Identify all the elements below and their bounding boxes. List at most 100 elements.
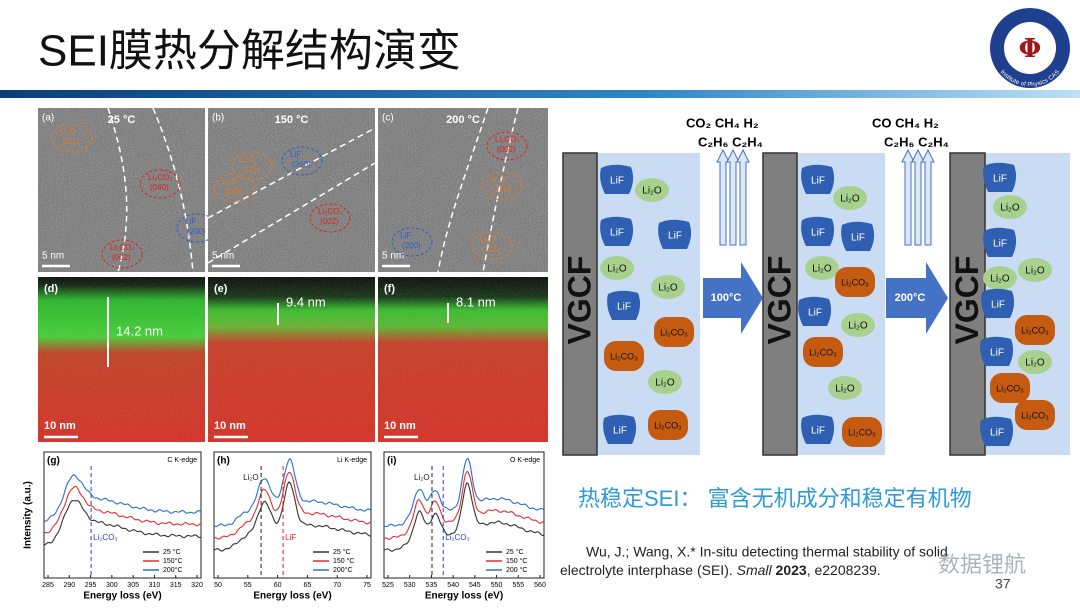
particle-label: Li₂CO₃	[654, 420, 682, 430]
legend-label: 200°C	[333, 566, 353, 574]
x-tick-label: 320	[191, 582, 203, 589]
lattice-plane: (200)	[402, 241, 421, 250]
reference-label: Li₂CO₃	[445, 533, 470, 542]
particle-label: Li₂CO₃	[610, 351, 638, 361]
particle	[803, 337, 843, 367]
particle	[1015, 400, 1055, 430]
particle	[600, 216, 634, 246]
lattice-phase: Li₂O	[222, 177, 238, 186]
lattice-region	[481, 171, 523, 201]
panel-label: (b)	[212, 113, 224, 124]
step-arrow	[703, 262, 763, 334]
panel-label: (i)	[387, 456, 396, 467]
particle	[983, 162, 1017, 192]
lattice-region	[309, 203, 351, 233]
particle-label: Li₂O	[1025, 266, 1045, 277]
particle	[801, 164, 835, 194]
lattice-phase: Li₂CO₃	[495, 135, 520, 144]
lattice-region	[101, 239, 143, 269]
eels-grain	[208, 277, 375, 442]
lattice-plane: (220)	[492, 185, 511, 194]
plot-frame	[43, 451, 202, 579]
scale-label: 10 nm	[384, 420, 416, 432]
x-axis-label: Energy loss (eV)	[253, 591, 331, 602]
reference-label: Li₂CO₃	[93, 533, 118, 542]
citation-line1: Wu, J.; Wang, X.* In-situ detecting ther…	[586, 544, 948, 560]
thickness-label: 9.4 nm	[286, 294, 326, 309]
legend-label: 150°C	[163, 557, 183, 565]
lattice-phase: Li₂CO₃	[110, 243, 135, 252]
particle-label: Li₂O	[1000, 203, 1020, 214]
particle-label: Li₂O	[655, 378, 675, 389]
x-tick-label: 300	[106, 582, 118, 589]
particle	[654, 317, 694, 347]
x-tick-label: 55	[244, 582, 252, 589]
x-tick-label: 295	[85, 582, 97, 589]
tem-panel: (a) 25 °C5 nmLi₂O(111)Li₂CO₃(040)LiF(200)…	[38, 107, 218, 273]
scale-label: 5 nm	[42, 251, 64, 262]
watermark: 数据锂航	[938, 552, 1026, 577]
particle-label: LiF	[990, 428, 1004, 439]
particle-label: LiF	[851, 233, 865, 244]
particle-label: Li₂O	[1025, 358, 1045, 369]
plot-frame	[213, 451, 372, 579]
x-tick-label: 50	[214, 582, 222, 589]
x-tick-label: 545	[469, 582, 481, 589]
scale-label: 10 nm	[214, 420, 246, 432]
scale-label: 5 nm	[382, 251, 404, 262]
lattice-region	[139, 169, 181, 199]
logo-mark: Φ	[1019, 34, 1042, 64]
particle-label: Li₂O	[990, 274, 1010, 285]
temperature-label: 25 °C	[108, 114, 136, 126]
spectrum-curve	[213, 457, 372, 528]
legend-label: 150 °C	[506, 557, 527, 565]
eels-map: (d) 14.2 nm 10 nm	[38, 277, 205, 442]
particle-label: LiF	[811, 176, 825, 187]
spectrum-curve	[43, 485, 202, 534]
gas-arrow	[736, 148, 750, 246]
x-tick-label: 540	[447, 582, 459, 589]
particle-label: LiF	[991, 300, 1005, 311]
particle	[607, 290, 641, 320]
panel-label: (d)	[44, 283, 58, 295]
particle-label: Li₂O	[607, 264, 627, 275]
lattice-phase: Li₂O	[480, 235, 496, 244]
particle	[983, 266, 1017, 290]
citation-year: 2023	[776, 562, 807, 578]
edge-label: C K-edge	[167, 457, 197, 464]
particle-label: LiF	[668, 231, 682, 242]
vgcf-substrate	[562, 152, 598, 456]
substrate-label: VGCF	[561, 256, 597, 345]
thickness-label: 14.2 nm	[116, 323, 163, 338]
particle-label: LiF	[610, 228, 624, 239]
particle-label: Li₂CO₃	[1021, 410, 1049, 420]
vgcf-substrate	[762, 152, 798, 456]
particle	[981, 288, 1015, 318]
particle-label: Li₂CO₃	[1021, 325, 1049, 335]
lattice-phase: Li₂CO₃	[318, 207, 343, 216]
particle	[1018, 258, 1052, 282]
citation-line2: electrolyte interphase (SEI). Small 2023…	[560, 562, 881, 578]
lattice-region	[471, 231, 513, 261]
particle-label: Li₂O	[840, 194, 860, 205]
particle-label: LiF	[993, 239, 1007, 250]
lattice-region	[486, 131, 528, 161]
x-axis-label: Energy loss (eV)	[425, 591, 503, 602]
particle	[835, 267, 875, 297]
x-tick-label: 525	[382, 582, 394, 589]
x-tick-label: 530	[404, 582, 416, 589]
lattice-phase: Li₂CO₃	[148, 173, 173, 182]
gas-products: C₂H₆ C₂H₄	[698, 134, 763, 149]
particle	[604, 341, 644, 371]
panel-label: (a)	[42, 113, 54, 124]
lattice-phase: LiF	[185, 217, 196, 226]
spectrum-curve	[44, 474, 202, 522]
eels-grain	[378, 277, 548, 442]
lattice-plane: (111)	[482, 245, 500, 254]
x-tick-label: 310	[149, 582, 161, 589]
step-label: 200°C	[895, 292, 926, 304]
reference-label: LiF	[285, 533, 296, 542]
legend-label: 25 °C	[333, 548, 351, 556]
